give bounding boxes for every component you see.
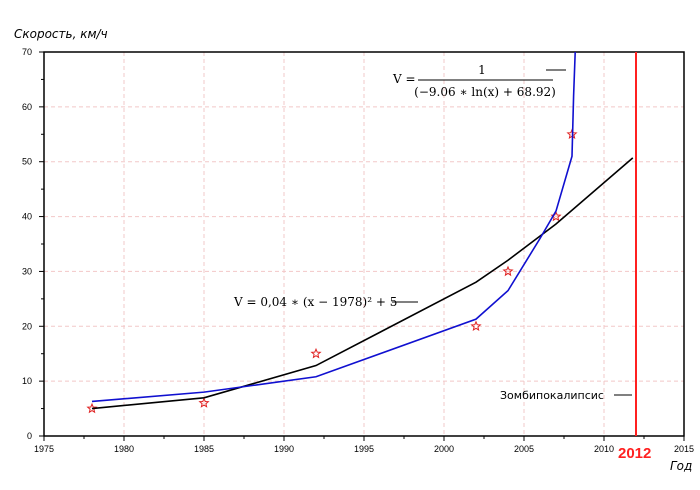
y-tick-label: 0 — [27, 431, 32, 441]
zombie-label: Зомбипокалипсис — [500, 389, 604, 402]
x-tick-label: 1990 — [274, 444, 294, 454]
x-tick-label: 1980 — [114, 444, 134, 454]
data-point-star — [310, 347, 322, 359]
eq-hyper-numerator: 1 — [478, 63, 486, 77]
y-tick-label: 40 — [22, 212, 32, 222]
y-tick-label: 50 — [22, 157, 32, 167]
y-axis-label: Скорость, км/ч — [14, 27, 108, 41]
y-tick-label: 60 — [22, 102, 32, 112]
x-tick-label: 2015 — [674, 444, 694, 454]
series-line-quadratic — [91, 157, 634, 410]
data-point-star — [502, 265, 514, 277]
x-tick-label: 1995 — [354, 444, 374, 454]
data-point-star — [198, 397, 210, 408]
series-line-hyperbolic — [91, 51, 576, 403]
eq-hyper-denominator: (−9.06 ∗ ln(x) + 68.92) — [414, 85, 556, 99]
x-tick-label: 1985 — [194, 444, 214, 454]
vline-label: 2012 — [618, 445, 651, 462]
y-tick-label: 20 — [22, 321, 32, 331]
x-tick-label: 2000 — [434, 444, 454, 454]
x-tick-label: 2010 — [594, 444, 614, 454]
x-tick-label: 1975 — [34, 444, 54, 454]
data-point-star — [470, 320, 482, 331]
y-tick-label: 70 — [22, 47, 32, 57]
y-tick-label: 10 — [22, 376, 32, 386]
x-axis-label: Год — [670, 459, 692, 473]
y-tick-label: 30 — [22, 266, 32, 276]
plot-frame — [43, 51, 685, 437]
eq-quad: V = 0,04 ∗ (x − 1978)² + 5 — [233, 295, 397, 309]
x-tick-label: 2005 — [514, 444, 534, 454]
eq-hyper-lhs: V = — [392, 72, 416, 86]
data-point-star — [86, 402, 98, 414]
